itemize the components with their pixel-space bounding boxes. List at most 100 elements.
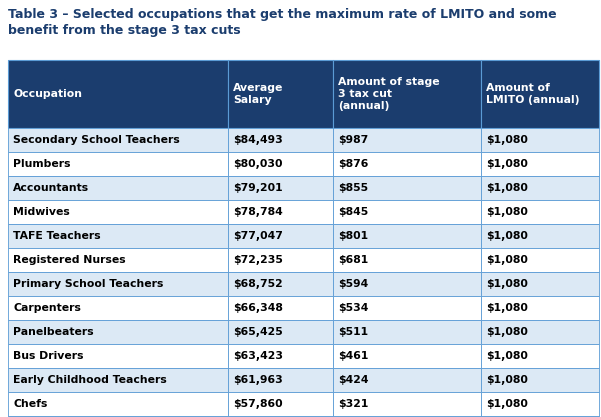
Bar <box>481 296 599 320</box>
Bar <box>228 296 333 320</box>
Text: $61,963: $61,963 <box>233 375 282 385</box>
Bar <box>481 60 599 128</box>
Bar <box>481 344 599 368</box>
Text: $1,080: $1,080 <box>486 159 528 169</box>
Text: $1,080: $1,080 <box>486 231 528 241</box>
Text: $1,080: $1,080 <box>486 279 528 289</box>
Text: $78,784: $78,784 <box>233 207 282 217</box>
Bar <box>333 296 481 320</box>
Bar <box>8 344 228 368</box>
Text: $534: $534 <box>338 303 368 313</box>
Bar <box>228 320 333 344</box>
Text: Table 3 – Selected occupations that get the maximum rate of LMITO and some: Table 3 – Selected occupations that get … <box>8 8 557 21</box>
Text: $424: $424 <box>338 375 368 385</box>
Bar <box>8 152 228 176</box>
Text: Midwives: Midwives <box>13 207 70 217</box>
Bar <box>481 152 599 176</box>
Text: $77,047: $77,047 <box>233 231 283 241</box>
Text: $68,752: $68,752 <box>233 279 282 289</box>
Bar <box>8 248 228 272</box>
Text: Plumbers: Plumbers <box>13 159 70 169</box>
Bar <box>8 60 228 128</box>
Text: $1,080: $1,080 <box>486 375 528 385</box>
Bar <box>481 200 599 224</box>
Text: TAFE Teachers: TAFE Teachers <box>13 231 100 241</box>
Bar <box>333 200 481 224</box>
Text: Carpenters: Carpenters <box>13 303 81 313</box>
Bar <box>481 248 599 272</box>
Bar <box>333 224 481 248</box>
Bar <box>481 320 599 344</box>
Text: $57,860: $57,860 <box>233 399 282 409</box>
Text: $80,030: $80,030 <box>233 159 282 169</box>
Text: $1,080: $1,080 <box>486 351 528 361</box>
Bar <box>8 392 228 416</box>
Text: $461: $461 <box>338 351 368 361</box>
Text: $511: $511 <box>338 327 368 337</box>
Bar <box>481 272 599 296</box>
Bar <box>8 272 228 296</box>
Bar <box>228 224 333 248</box>
Bar <box>333 60 481 128</box>
Bar <box>333 416 481 417</box>
Text: $1,080: $1,080 <box>486 303 528 313</box>
Bar <box>228 248 333 272</box>
Bar <box>333 248 481 272</box>
Text: $1,080: $1,080 <box>486 183 528 193</box>
Bar <box>228 128 333 152</box>
Text: Amount of stage
3 tax cut
(annual): Amount of stage 3 tax cut (annual) <box>338 78 439 111</box>
Text: benefit from the stage 3 tax cuts: benefit from the stage 3 tax cuts <box>8 24 240 37</box>
Text: Chefs: Chefs <box>13 399 47 409</box>
Text: $681: $681 <box>338 255 368 265</box>
Text: $594: $594 <box>338 279 368 289</box>
Bar <box>333 344 481 368</box>
Bar <box>8 176 228 200</box>
Bar <box>228 416 333 417</box>
Bar <box>333 392 481 416</box>
Bar <box>333 176 481 200</box>
Bar <box>481 224 599 248</box>
Bar <box>8 128 228 152</box>
Text: Panelbeaters: Panelbeaters <box>13 327 94 337</box>
Bar <box>333 320 481 344</box>
Text: $801: $801 <box>338 231 368 241</box>
Text: $65,425: $65,425 <box>233 327 282 337</box>
Bar <box>8 224 228 248</box>
Text: $66,348: $66,348 <box>233 303 283 313</box>
Bar <box>481 128 599 152</box>
Text: Early Childhood Teachers: Early Childhood Teachers <box>13 375 166 385</box>
Bar <box>228 152 333 176</box>
Text: Secondary School Teachers: Secondary School Teachers <box>13 135 180 145</box>
Bar <box>333 368 481 392</box>
Text: Amount of
LMITO (annual): Amount of LMITO (annual) <box>486 83 579 105</box>
Bar <box>8 320 228 344</box>
Text: $876: $876 <box>338 159 368 169</box>
Text: $1,080: $1,080 <box>486 399 528 409</box>
Text: $845: $845 <box>338 207 368 217</box>
Text: Registered Nurses: Registered Nurses <box>13 255 126 265</box>
Text: $1,080: $1,080 <box>486 135 528 145</box>
Bar <box>8 416 228 417</box>
Bar <box>228 200 333 224</box>
Text: Average
Salary: Average Salary <box>233 83 284 105</box>
Bar <box>333 152 481 176</box>
Bar <box>228 272 333 296</box>
Bar <box>481 368 599 392</box>
Text: Bus Drivers: Bus Drivers <box>13 351 84 361</box>
Text: $79,201: $79,201 <box>233 183 282 193</box>
Text: Primary School Teachers: Primary School Teachers <box>13 279 163 289</box>
Bar <box>228 392 333 416</box>
Text: $321: $321 <box>338 399 368 409</box>
Text: $72,235: $72,235 <box>233 255 283 265</box>
Text: $987: $987 <box>338 135 368 145</box>
Bar <box>8 296 228 320</box>
Text: $1,080: $1,080 <box>486 255 528 265</box>
Text: $1,080: $1,080 <box>486 327 528 337</box>
Bar <box>8 200 228 224</box>
Text: $84,493: $84,493 <box>233 135 282 145</box>
Text: $855: $855 <box>338 183 368 193</box>
Bar <box>333 272 481 296</box>
Bar <box>228 368 333 392</box>
Bar <box>481 392 599 416</box>
Bar <box>228 60 333 128</box>
